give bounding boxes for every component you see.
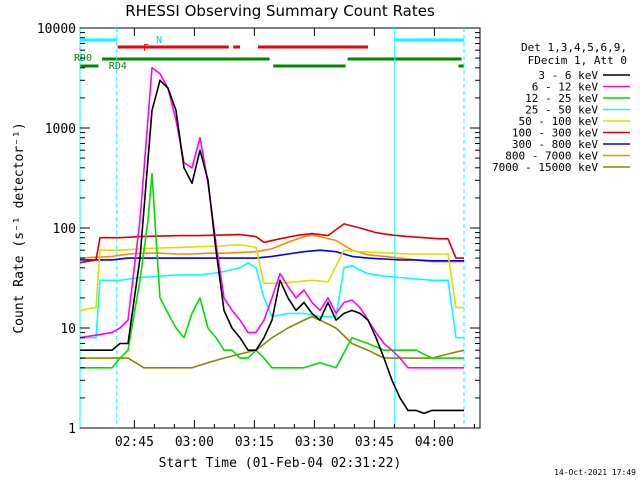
x-tick-label: 03:30 <box>295 435 334 450</box>
y-axis-ticks: 1 10 100 1000 10000 <box>37 22 480 437</box>
legend: Det 1,3,4,5,6,9, FDecim 1, Att 0 3 - 6 k… <box>492 41 630 174</box>
y-tick-label: 1000 <box>45 122 76 137</box>
legend-label: 800 - 7000 keV <box>505 150 598 163</box>
legend-header-line-1: Det 1,3,4,5,6,9, <box>521 41 627 54</box>
x-axis-ticks: 02:45 03:00 03:15 03:30 03:45 04:00 <box>115 28 475 450</box>
legend-label: 3 - 6 keV <box>538 69 598 82</box>
legend-label: 6 - 12 keV <box>532 81 599 94</box>
legend-label: 300 - 800 keV <box>512 138 598 151</box>
x-tick-label: 03:45 <box>355 435 394 450</box>
series-lines <box>79 67 465 415</box>
legend-label: 7000 - 15000 keV <box>492 161 598 174</box>
series-line-25-50-kev <box>80 261 464 339</box>
x-tick-label: 02:45 <box>115 435 154 450</box>
legend-header-line-2: FDecim 1, Att 0 <box>528 54 627 67</box>
y-tick-label: 10000 <box>37 22 76 37</box>
flag-label-n: N <box>156 35 162 46</box>
y-tick-label: 10 <box>60 322 76 337</box>
x-tick-label: 03:00 <box>175 435 214 450</box>
x-axis-label: Start Time (01-Feb-04 02:31:22) <box>159 456 402 471</box>
chart-title: RHESSI Observing Summary Count Rates <box>125 2 435 20</box>
legend-label: 100 - 300 keV <box>512 127 598 140</box>
y-axis-label: Count Rate (s⁻¹ detector⁻¹) <box>12 122 27 333</box>
flag-label-f: F <box>143 43 149 54</box>
series-line-12-25-kev <box>80 172 464 369</box>
generation-timestamp: 14-Oct-2021 17:49 <box>554 468 636 477</box>
legend-label: 50 - 100 keV <box>519 115 599 128</box>
series-line-7000-15000-kev <box>80 315 465 369</box>
series-line-3-6-kev <box>80 79 464 415</box>
legend-label: 12 - 25 keV <box>525 92 598 105</box>
flag-label-rd4: RD4 <box>109 61 127 72</box>
y-tick-label: 1 <box>68 422 76 437</box>
y-tick-label: 100 <box>53 222 76 237</box>
x-tick-label: 03:15 <box>235 435 274 450</box>
series-line-800-7000-kev <box>79 234 464 263</box>
x-tick-label: 04:00 <box>415 435 454 450</box>
series-line-100-300-kev <box>79 223 464 264</box>
legend-label: 25 - 50 keV <box>525 104 598 117</box>
